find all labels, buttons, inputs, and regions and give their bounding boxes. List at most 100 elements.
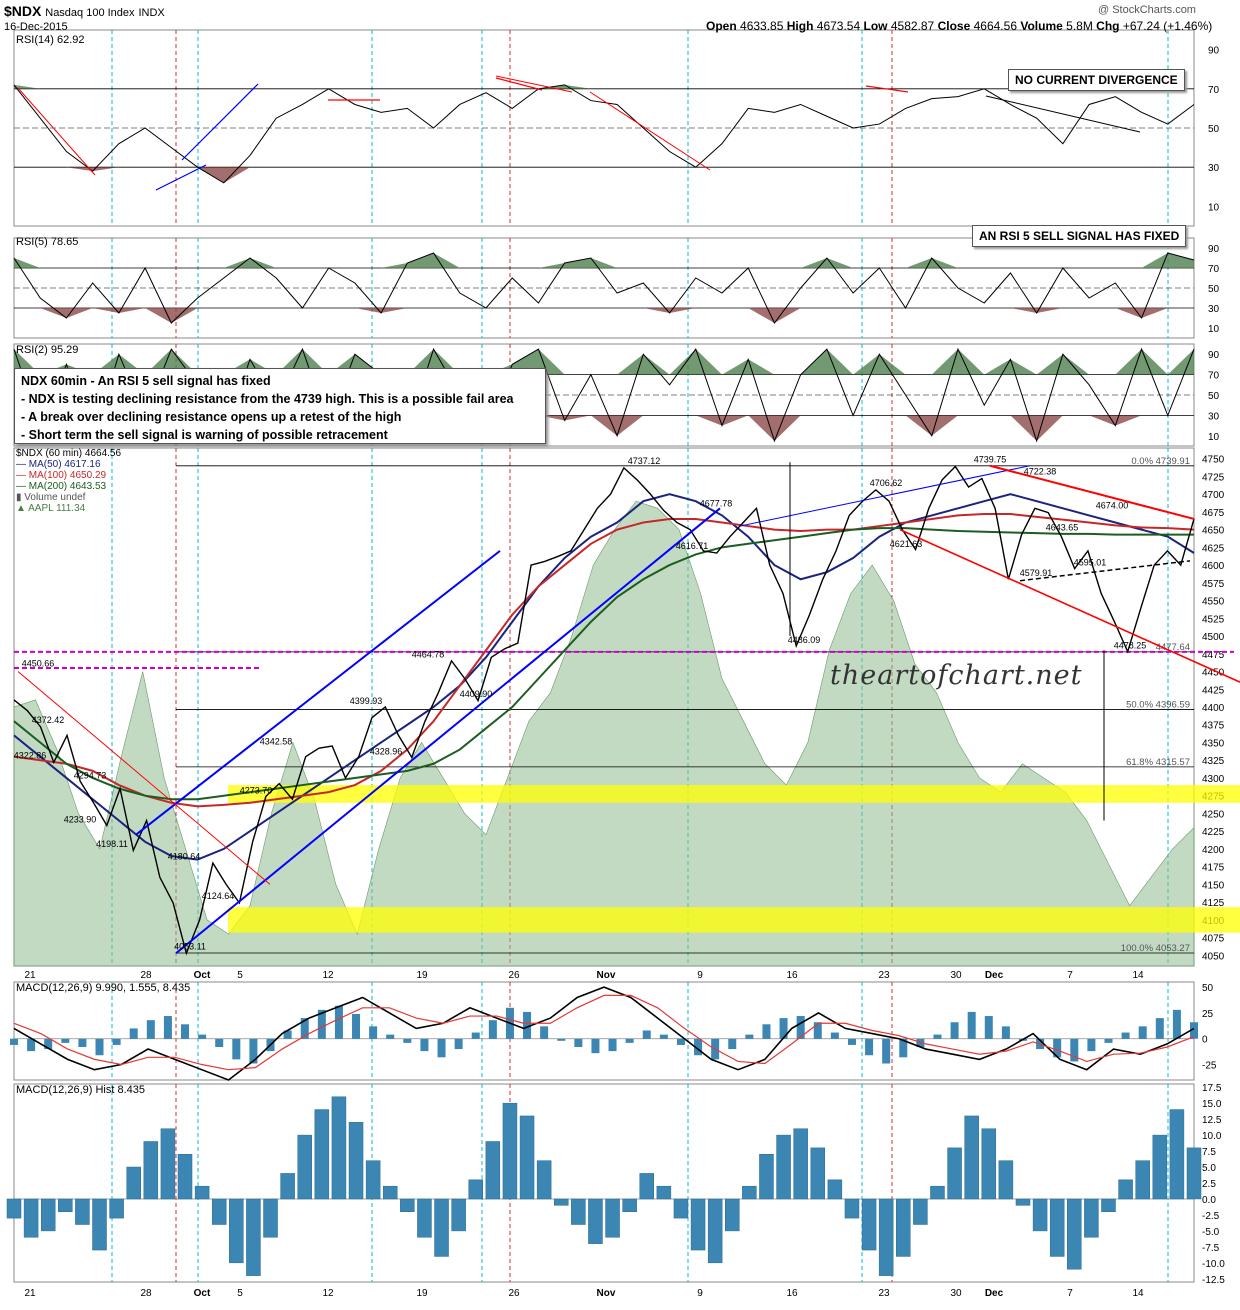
macd-hist-bar <box>1121 1032 1130 1039</box>
copyright: @ StockCharts.com <box>1098 4 1196 16</box>
macd-hist-bar <box>725 1198 740 1232</box>
macd-hist-bar <box>400 1198 415 1212</box>
macd-hist-bar <box>417 1198 432 1238</box>
macd-hist-bar <box>502 1102 518 1200</box>
macd-hist-bar <box>759 1154 774 1200</box>
y-tick-label: 30 <box>1208 411 1220 422</box>
macd-hist-bar <box>194 1185 210 1200</box>
price-label: 4124.64 <box>202 891 235 901</box>
macd-hist-bar <box>146 1020 155 1039</box>
macd-hist-bar <box>861 1198 877 1251</box>
y-tick-label: 2.5 <box>1202 1179 1216 1190</box>
macd-hist-bar <box>1001 1026 1010 1039</box>
macd-hist-bar <box>865 1038 874 1056</box>
price-label: 4595.01 <box>1074 558 1107 568</box>
y-tick-label: 4250 <box>1202 809 1225 820</box>
macd-hist-bar <box>1015 1198 1031 1206</box>
price-label: 4372.42 <box>32 715 65 725</box>
macd-hist-bar <box>40 1198 56 1232</box>
x-tick-label: 14 <box>1132 970 1144 981</box>
x-tick-label: Oct <box>194 970 211 981</box>
panel-frame <box>13 1083 1195 1283</box>
price-label: 4180.64 <box>168 851 201 861</box>
symbol-name: Nasdaq 100 Index <box>45 7 135 19</box>
macd-hist-bar <box>950 1022 959 1039</box>
y-tick-label: 12.5 <box>1202 1115 1222 1126</box>
legend-ma50: — MA(50) 4617.16 <box>16 459 101 470</box>
macd-hist-bar <box>126 1166 141 1200</box>
y-tick-label: 90 <box>1208 46 1220 57</box>
rsi5-label: RSI(5) 78.65 <box>16 236 79 248</box>
price-label: 4706.62 <box>870 478 903 488</box>
y-tick-label: 7.5 <box>1202 1147 1216 1158</box>
macd-hist-bar <box>1104 1038 1113 1043</box>
y-tick-label: 10 <box>1208 202 1220 213</box>
y-tick-label: 4325 <box>1202 756 1225 767</box>
y-tick-label: 30 <box>1208 304 1220 315</box>
macd-hist-bar <box>1190 1022 1198 1039</box>
macd-hist-bar <box>827 1179 843 1200</box>
macd-hist-bar <box>451 1198 466 1232</box>
macd-hist-bar <box>348 1122 364 1200</box>
price-label: 4643.65 <box>1046 523 1079 533</box>
y-tick-label: 70 <box>1208 371 1220 382</box>
macd-hist-bar <box>899 1038 908 1058</box>
fib-label: 50.0% 4396.59 <box>1126 699 1190 710</box>
ma-line <box>13 527 1194 801</box>
macd-hist-bar <box>916 1038 925 1047</box>
macd-hist-bar <box>933 1034 942 1039</box>
macd-hist-bar <box>981 1128 997 1200</box>
trend-line <box>989 464 1195 520</box>
y-tick-label: 4750 <box>1202 455 1225 466</box>
macd-hist-bar <box>109 1198 124 1219</box>
macd-hist-bar <box>163 1016 172 1039</box>
macd-hist-bar <box>656 1185 672 1200</box>
ma-line <box>13 493 1195 861</box>
macd-hist-label: MACD(12,26,9) Hist 8.435 <box>16 1084 145 1096</box>
x-tick-label: 30 <box>950 970 962 981</box>
macd-hist-bar <box>984 1016 993 1039</box>
macd-hist-bar <box>27 1038 36 1052</box>
macd-hist-bar <box>61 1038 70 1043</box>
macd-hist-bar <box>896 1198 911 1257</box>
macd-hist-bar <box>1070 1038 1079 1062</box>
y-tick-label: -25 <box>1202 1061 1217 1072</box>
macd-hist-bar <box>1032 1198 1048 1232</box>
y-tick-label: 4300 <box>1202 774 1225 785</box>
y-tick-label: 4725 <box>1202 472 1225 483</box>
rsi-overbought-fill <box>14 253 1194 268</box>
y-tick-label: 4475 <box>1202 650 1225 661</box>
y-tick-label: 4200 <box>1202 845 1225 856</box>
y-tick-label: 4675 <box>1202 508 1225 519</box>
trend-line <box>589 91 711 171</box>
price-title: $NDX (60 min) 4664.56 <box>16 448 122 459</box>
ohlc-line: Open 4633.85 High 4673.54 Low 4582.87 Cl… <box>706 19 1213 33</box>
macd-hist-bar <box>471 1032 480 1039</box>
y-tick-label: 25 <box>1202 1009 1214 1020</box>
rsi14-label: RSI(14) 62.92 <box>16 34 85 46</box>
macd-hist-bar <box>796 1016 805 1039</box>
y-tick-label: 4150 <box>1202 880 1225 891</box>
x-tick-label: 26 <box>508 970 520 981</box>
macd-hist-bar <box>420 1038 429 1052</box>
macd-hist-bar <box>588 1198 603 1244</box>
macd-hist-bar <box>314 1109 330 1200</box>
fib-label: 100.0% 4053.27 <box>1121 943 1190 954</box>
macd-hist-bar <box>571 1198 586 1225</box>
signal-arrow <box>155 164 207 191</box>
macd-hist-bar <box>246 1198 261 1276</box>
macd-hist-bar <box>437 1038 446 1058</box>
y-tick-label: -5.0 <box>1202 1227 1220 1238</box>
x-tick-label: Dec <box>985 1288 1004 1299</box>
x-tick-label: Nov <box>597 1288 616 1299</box>
y-tick-label: 4075 <box>1202 934 1225 945</box>
y-tick-label: 50 <box>1202 983 1214 994</box>
macd-hist-bar <box>591 1038 600 1054</box>
macd-hist-bar <box>1118 1179 1133 1200</box>
x-tick-label: 23 <box>878 970 890 981</box>
macd-hist-bar <box>1138 1026 1147 1039</box>
macd-hist-bar <box>92 1198 107 1251</box>
price-label: 4409.90 <box>460 689 493 699</box>
macd-hist-bar <box>23 1198 39 1238</box>
legend-ma200: — MA(200) 4643.53 <box>16 481 107 492</box>
